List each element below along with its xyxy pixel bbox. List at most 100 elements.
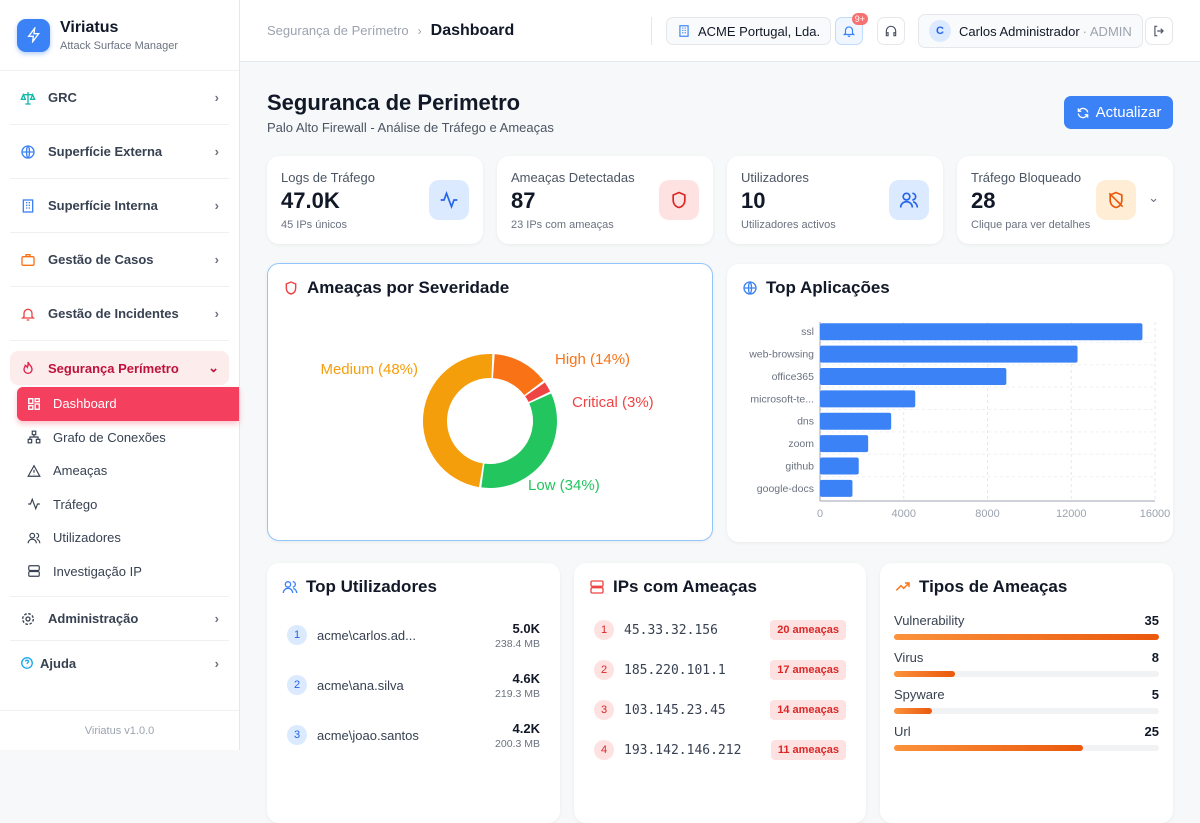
bar-github[interactable] [820, 457, 859, 475]
sidebar-item-grc[interactable]: GRC › [10, 71, 229, 125]
sidebar-item-gestao-casos[interactable]: Gestão de Casos › [10, 233, 229, 287]
user-count: 4.6K [512, 670, 540, 686]
card-title-text: Top Aplicações [766, 278, 890, 297]
sidebar-item-trafego[interactable]: Tráfego [17, 488, 229, 522]
x-tick-label: 0 [817, 508, 823, 520]
user-row[interactable]: 3 acme\joao.santos 4.2K 200.3 MB [287, 715, 540, 755]
threat-type-count: 8 [1151, 650, 1159, 665]
slice-high[interactable] [492, 354, 544, 396]
organization-selector[interactable]: ACME Portugal, Lda. [666, 17, 832, 45]
stat-value: 87 [511, 188, 536, 213]
slice-label: High (14%) [555, 351, 630, 368]
card-title-text: Tipos de Ameaças [919, 577, 1068, 596]
sidebar-item-superficie-interna[interactable]: Superfície Interna › [10, 179, 229, 233]
threat-ips-card: IPs com Ameaças 1 45.33.32.156 20 ameaças 2… [574, 563, 866, 823]
chevron-right-icon: › [214, 306, 219, 321]
chevron-right-icon: › [214, 611, 219, 626]
stat-card-blocked[interactable]: Tráfego Bloqueado 28 Clique para ver detal… [957, 156, 1173, 244]
threat-count-badge: 20 ameaças [770, 620, 846, 640]
threat-type-name: Url [894, 724, 911, 739]
logout-button[interactable] [1145, 17, 1173, 45]
stat-card-threats: Ameaças Detectadas 87 23 IPs com ameaças [497, 156, 713, 244]
progress-track [894, 671, 1159, 677]
server-icon [589, 579, 605, 595]
user-role: · ADMIN [1082, 23, 1132, 39]
stat-label: Logs de Tráfego [281, 170, 375, 185]
bar-web-browsing[interactable] [820, 345, 1078, 363]
building-icon [677, 24, 691, 38]
bar-ssl[interactable] [820, 323, 1143, 341]
ip-address: 193.142.146.212 [624, 742, 742, 758]
gear-icon [20, 611, 38, 627]
x-tick-label: 8000 [975, 508, 999, 520]
brand: Viriatus Attack Surface Manager [0, 0, 239, 71]
progress-fill [894, 634, 1159, 640]
users-icon [27, 531, 43, 545]
y-tick-label: github [785, 460, 814, 472]
x-tick-label: 16000 [1140, 508, 1171, 520]
rank-badge: 1 [287, 625, 307, 645]
shield-icon [659, 180, 699, 220]
sidebar-item-administracao[interactable]: Administração › [10, 597, 229, 641]
progress-track [894, 634, 1159, 640]
threat-type-row: Url 25 [894, 724, 1159, 751]
label: Ajuda [40, 655, 77, 671]
sidebar-item-dashboard[interactable]: Dashboard [17, 387, 239, 421]
activity-icon [429, 180, 469, 220]
threat-type-count: 5 [1151, 687, 1159, 702]
bar-microsoft-te...[interactable] [820, 390, 916, 408]
stat-card-users: Utilizadores 10 Utilizadores activos [727, 156, 943, 244]
user-size: 238.4 MB [495, 637, 540, 650]
ip-row[interactable]: 3 103.145.23.45 14 ameaças [594, 690, 846, 730]
ip-address: 45.33.32.156 [624, 622, 718, 638]
globe-icon [20, 144, 38, 160]
user-count: 5.0K [512, 620, 540, 636]
label: Dashboard [53, 396, 117, 412]
sidebar-item-investigacao-ip[interactable]: Investigação IP [17, 555, 229, 589]
rank-badge: 2 [287, 675, 307, 695]
slice-critical[interactable] [525, 382, 551, 403]
sidebar-item-seguranca-perimetro[interactable]: Segurança Perímetro ⌄ [10, 351, 229, 385]
server-icon [27, 564, 43, 578]
ip-row[interactable]: 1 45.33.32.156 20 ameaças [594, 610, 846, 650]
y-tick-label: zoom [788, 438, 814, 450]
user-row[interactable]: 1 acme\carlos.ad... 5.0K 238.4 MB [287, 615, 540, 655]
slice-low[interactable] [481, 393, 557, 488]
label: Administração [48, 611, 139, 626]
sidebar-item-grafo[interactable]: Grafo de Conexões [17, 421, 229, 455]
user-name: acme\joao.santos [317, 727, 419, 743]
users-icon [889, 180, 929, 220]
slice-medium[interactable] [423, 354, 493, 488]
stat-value: 10 [741, 188, 766, 213]
chevron-down-icon[interactable]: ⌄ [1148, 190, 1159, 205]
x-tick-label: 4000 [892, 508, 916, 520]
ip-row[interactable]: 4 193.142.146.212 11 ameaças [594, 730, 846, 770]
bar-zoom[interactable] [820, 435, 869, 453]
breadcrumb-parent[interactable]: Segurança de Perímetro [267, 23, 409, 38]
progress-fill [894, 671, 955, 677]
user-count: 4.2K [512, 720, 540, 736]
sidebar-item-utilizadores[interactable]: Utilizadores [17, 521, 229, 555]
progress-fill [894, 708, 932, 714]
user-row[interactable]: 2 acme\ana.silva 4.6K 219.3 MB [287, 665, 540, 705]
bar-dns[interactable] [820, 412, 892, 430]
sidebar-item-gestao-incidentes[interactable]: Gestão de Incidentes › [10, 287, 229, 341]
sidebar-item-ajuda[interactable]: Ajuda › [10, 641, 229, 685]
sidebar-item-ameacas[interactable]: Ameaças [17, 454, 229, 488]
user-name: acme\ana.silva [317, 677, 404, 693]
notifications-button[interactable]: 9+ [835, 13, 868, 45]
bar-google-docs[interactable] [820, 479, 853, 497]
ip-row[interactable]: 2 185.220.101.1 17 ameaças [594, 650, 846, 690]
sidebar-item-superficie-externa[interactable]: Superfície Externa › [10, 125, 229, 179]
chevron-right-icon: › [214, 144, 219, 159]
threat-types-card: Tipos de Ameaças Vulnerability 35 Virus 8 Sp… [880, 563, 1173, 823]
user-menu[interactable]: C Carlos Administrador · ADMIN [918, 14, 1143, 48]
bar-office365[interactable] [820, 367, 1007, 385]
threat-count-badge: 11 ameaças [770, 740, 846, 760]
grid-icon [27, 397, 43, 411]
trending-up-icon [895, 579, 911, 595]
refresh-button[interactable]: Actualizar [1064, 96, 1173, 129]
globe-icon [742, 280, 758, 296]
stat-value: 28 [971, 188, 996, 213]
support-button[interactable] [877, 17, 905, 45]
